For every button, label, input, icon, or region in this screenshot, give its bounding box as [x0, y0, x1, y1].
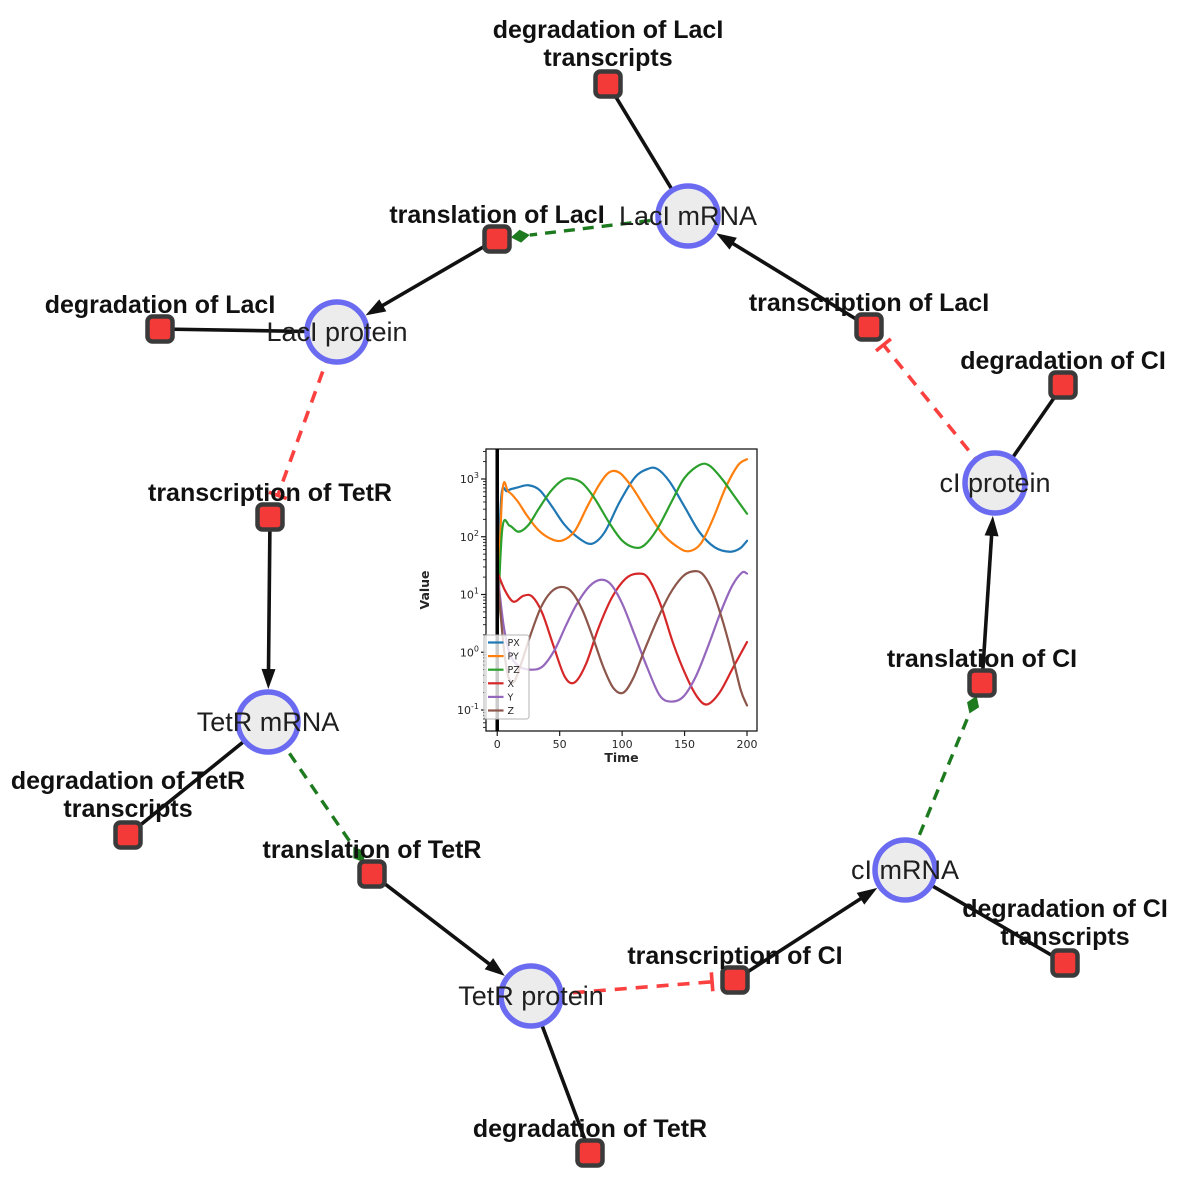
reaction-label-deg_TetR: degradation of TetR: [473, 1115, 707, 1143]
plot-curve-PZ: [496, 462, 749, 636]
reaction-node-deg_CI: [1048, 370, 1078, 400]
y-axis-label: Value: [417, 570, 432, 609]
reaction-label-deg_TetR_transcripts: degradation of TetR: [11, 767, 245, 795]
arrowhead-icon: [716, 233, 737, 250]
timecourse-plot: 0 50 100 150 200 10-1 100 101 102 103 Time Value PX P…: [413, 428, 785, 773]
plot-curve-PY: [496, 458, 749, 636]
x-tick-label: 150: [674, 738, 695, 751]
y-tick-label: 10-1: [457, 702, 479, 717]
edge-production-translation_LacI-LacI_protein: [378, 237, 498, 309]
reaction-label-translation_CI: translation of CI: [887, 645, 1077, 673]
species-node-LacI_mRNA: [655, 183, 721, 249]
inhibition-tee-icon: [268, 490, 288, 501]
edge-production-translation_TetR-TetR_protein: [370, 872, 494, 968]
species-label-TetR_mRNA: TetR mRNA: [197, 707, 340, 737]
inhibition-tee-icon: [709, 972, 715, 992]
legend: PX PY PZ XYZ: [483, 634, 530, 720]
reaction-label-transcription_TetR: transcription of TetR: [148, 479, 392, 507]
arrowhead-icon: [261, 668, 276, 690]
labels-layer: degradation of LacItranscriptstranslatio…: [11, 16, 1168, 1143]
legend-entry-Y: Y: [507, 692, 514, 703]
arrowhead-icon: [984, 515, 999, 537]
legend-entry-PX: PX: [508, 638, 521, 649]
species-label-cI_protein: cI protein: [939, 468, 1050, 498]
species-label-LacI_mRNA: LacI mRNA: [619, 201, 757, 231]
species-node-TetR_mRNA: [235, 689, 301, 755]
x-tick-label: 200: [737, 738, 758, 751]
arrowhead-icon: [484, 958, 505, 976]
x-axis-label: Time: [604, 750, 638, 765]
edge-production-transcription_TetR-TetR_mRNA: [266, 516, 272, 674]
inhibition-tee-icon: [874, 337, 892, 353]
reaction-label-deg_CI: degradation of CI: [960, 347, 1166, 375]
legend-entry-PY: PY: [508, 652, 520, 663]
reaction-node-translation_CI: [967, 668, 997, 698]
edge-production-translation_CI-cI_protein: [980, 531, 994, 684]
reaction-node-deg_TetR_transcripts: [113, 820, 143, 850]
x-tick-label: 0: [494, 738, 501, 751]
reaction-node-deg_CI_transcripts: [1050, 948, 1080, 978]
reaction-node-translation_TetR: [357, 859, 387, 889]
timecourse-plot-svg: 0 50 100 150 20010-1100101102103TimeValuePXP…: [417, 448, 758, 765]
plot-curve-X: [496, 570, 749, 706]
reaction-label-transcription_LacI: transcription of LacI: [749, 289, 989, 317]
plot-frame: [485, 448, 758, 732]
y-tick-label: 101: [460, 587, 479, 602]
species-node-TetR_protein: [498, 963, 564, 1029]
reaction-label-translation_TetR: translation of TetR: [263, 836, 482, 864]
reaction-label-deg_LacI: degradation of LacI: [45, 291, 276, 319]
arrowhead-icon: [856, 887, 878, 905]
reaction-node-transcription_TetR: [255, 502, 285, 532]
y-tick-label: 103: [460, 471, 479, 486]
reaction-label-deg_LacI_transcripts: degradation of LacI: [493, 16, 724, 44]
y-tick-label: 100: [460, 644, 479, 659]
arrowhead-icon: [365, 299, 387, 316]
legend-entry-X: X: [508, 679, 515, 690]
x-tick-label: 100: [612, 738, 633, 751]
reaction-label-deg_TetR_transcripts: transcripts: [63, 795, 192, 823]
species-label-TetR_protein: TetR protein: [458, 981, 604, 1011]
reaction-label-translation_LacI: translation of LacI: [389, 201, 604, 229]
edge-production-transcription_CI-cI_mRNA: [734, 895, 865, 982]
reaction-node-deg_LacI: [145, 314, 175, 344]
x-tick-label: 50: [553, 738, 567, 751]
reaction-label-deg_CI_transcripts: transcripts: [1000, 923, 1129, 951]
y-tick-label: 102: [460, 529, 479, 544]
legend-entry-PZ: PZ: [508, 665, 521, 676]
reaction-node-transcription_CI: [720, 965, 750, 995]
plot-curve-Z: [496, 570, 749, 707]
edge-production-transcription_LacI-LacI_mRNA: [728, 240, 870, 329]
plot-curve-PX: [496, 466, 749, 636]
reaction-label-transcription_CI: transcription of CI: [627, 942, 842, 970]
modifier-diamond-icon: [510, 229, 530, 243]
species-label-cI_mRNA: cI mRNA: [851, 855, 959, 885]
reaction-node-deg_TetR: [575, 1138, 605, 1168]
reaction-label-deg_LacI_transcripts: transcripts: [543, 44, 672, 72]
legend-entry-Z: Z: [508, 706, 515, 717]
legend-box: [483, 634, 530, 720]
reaction-label-deg_CI_transcripts: degradation of CI: [962, 895, 1168, 923]
modifier-diamond-icon: [353, 846, 365, 863]
species-node-cI_protein: [962, 450, 1028, 516]
species-node-LacI_protein: [304, 299, 370, 365]
nodes-layer: [113, 69, 1080, 1168]
species-label-LacI_protein: LacI protein: [266, 317, 407, 347]
plot-curve-Y: [496, 570, 749, 703]
modifier-diamond-icon: [967, 695, 980, 714]
reaction-node-deg_LacI_transcripts: [593, 69, 623, 99]
species-node-cI_mRNA: [872, 837, 938, 903]
reaction-node-transcription_LacI: [854, 312, 884, 342]
curves-layer: [496, 458, 749, 707]
reaction-node-translation_LacI: [482, 224, 512, 254]
